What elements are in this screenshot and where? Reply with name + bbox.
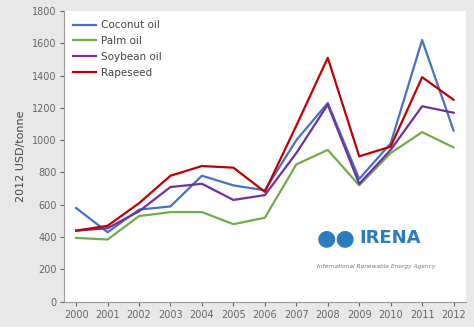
Legend: Coconut oil, Palm oil, Soybean oil, Rapeseed: Coconut oil, Palm oil, Soybean oil, Rape…	[69, 16, 166, 82]
Text: IRENA: IRENA	[359, 229, 421, 247]
Text: International Renewable Energy Agency: International Renewable Energy Agency	[317, 264, 436, 269]
Y-axis label: 2012 USD/tonne: 2012 USD/tonne	[17, 111, 27, 202]
Text: ●●: ●●	[317, 228, 356, 248]
